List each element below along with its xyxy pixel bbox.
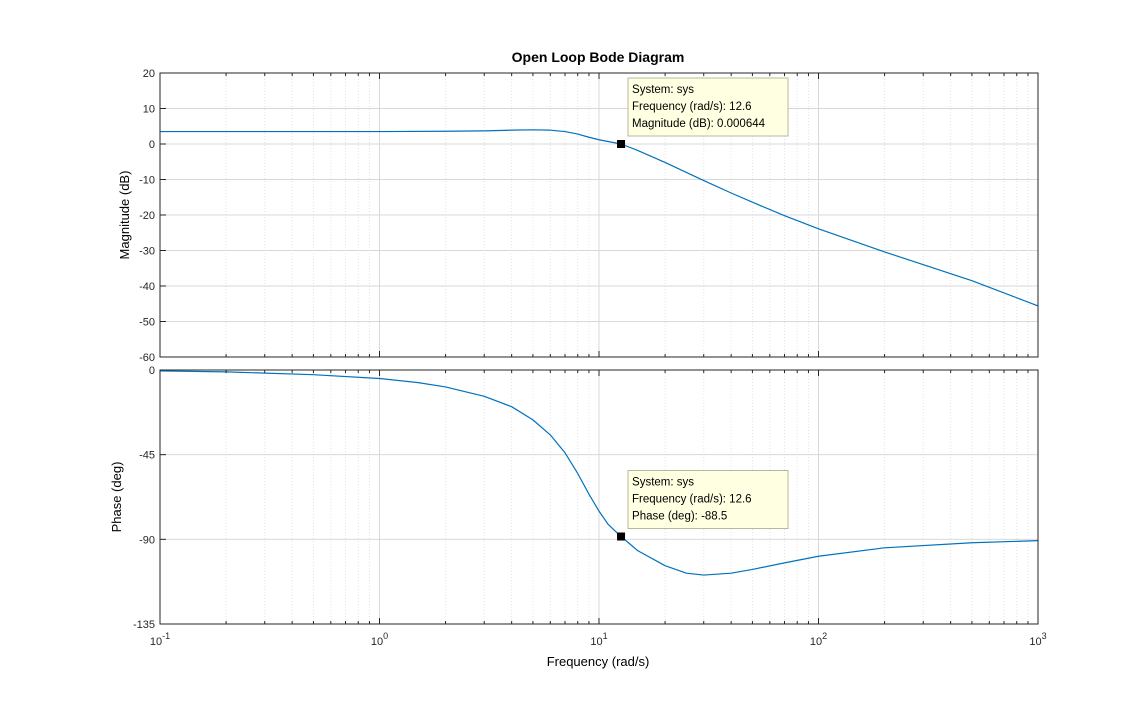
tick-exponent: -1 — [162, 631, 170, 641]
phase-y-tick-label: -90 — [139, 534, 155, 546]
frequency-x-tick-label: 103 — [1029, 631, 1046, 648]
magnitude-y-tick-label: -50 — [139, 317, 155, 329]
phase-ticks — [159, 369, 1029, 625]
magnitude-y-tick-label: -30 — [139, 246, 155, 258]
magnitude-datatip-value: Magnitude (dB): 0.000644 — [632, 118, 766, 130]
magnitude-y-tick-label: -10 — [139, 175, 155, 187]
tick-base: 10 — [810, 636, 822, 648]
magnitude-y-tick-label: -40 — [139, 281, 155, 293]
magnitude-plot[interactable]: 20 10 0 -10 -20 -30 -40 -50 -60 Magnitude (dB) S… — [117, 68, 1039, 364]
tick-base: 10 — [1029, 636, 1041, 648]
tick-exponent: 1 — [603, 631, 608, 641]
phase-datatip-box — [627, 470, 789, 530]
magnitude-datatip-system: System: sys — [632, 84, 694, 96]
magnitude-response-line — [160, 129, 1039, 307]
magnitude-datatip[interactable]: System: sys Frequency (rad/s): 12.6 Magn… — [617, 77, 789, 148]
frequency-x-tick-label: 102 — [810, 631, 827, 648]
frequency-x-tick-label: 10-1 — [150, 631, 170, 648]
tick-base: 10 — [590, 636, 602, 648]
magnitude-y-tick-label: 10 — [143, 104, 155, 116]
frequency-x-tick-label: 100 — [371, 631, 388, 648]
phase-datatip-system: System: sys — [632, 477, 694, 489]
tick-exponent: 3 — [1042, 631, 1047, 641]
phase-datatip-value: Phase (deg): -88.5 — [632, 511, 727, 523]
magnitude-datatip-marker[interactable] — [617, 139, 626, 148]
phase-y-tick-labels: 0 -45 -90 -135 — [133, 365, 155, 631]
tick-base: 10 — [371, 636, 383, 648]
magnitude-y-tick-label: -60 — [139, 352, 155, 364]
magnitude-y-tick-label: -20 — [139, 210, 155, 222]
frequency-x-axis-label: Frequency (rad/s) — [547, 654, 650, 669]
magnitude-y-axis-label: Magnitude (dB) — [117, 171, 132, 260]
tick-base: 10 — [150, 636, 162, 648]
phase-datatip[interactable]: System: sys Frequency (rad/s): 12.6 Phas… — [617, 470, 789, 541]
magnitude-y-tick-label: 20 — [143, 68, 155, 80]
phase-y-tick-label: 0 — [149, 365, 155, 377]
magnitude-datatip-frequency: Frequency (rad/s): 12.6 — [632, 101, 752, 113]
phase-plot[interactable]: 0-45-90-135 10-1 100 101 102 103 Phase (deg)… — [109, 365, 1047, 648]
magnitude-y-tick-labels: 20 10 0 -10 -20 -30 -40 -50 -60 — [139, 68, 155, 364]
magnitude-ticks — [159, 72, 1029, 358]
phase-series — [159, 370, 1039, 576]
chart-title: Open Loop Bode Diagram — [512, 49, 685, 65]
magnitude-y-tick-label: 0 — [149, 139, 155, 151]
magnitude-series — [160, 129, 1039, 307]
tick-exponent: 0 — [383, 631, 388, 641]
frequency-x-tick-labels: 10-1 100 101 102 103 — [150, 631, 1047, 648]
tick-exponent: 2 — [822, 631, 827, 641]
phase-datatip-frequency: Frequency (rad/s): 12.6 — [632, 494, 752, 506]
phase-response-line — [159, 370, 1039, 576]
frequency-x-tick-label: 101 — [590, 631, 607, 648]
phase-y-axis-label: Phase (deg) — [109, 462, 124, 533]
phase-y-tick-label: -135 — [133, 619, 155, 631]
magnitude-datatip-box — [627, 77, 789, 137]
phase-datatip-marker[interactable] — [617, 532, 626, 541]
phase-y-tick-label: -45 — [139, 450, 155, 462]
